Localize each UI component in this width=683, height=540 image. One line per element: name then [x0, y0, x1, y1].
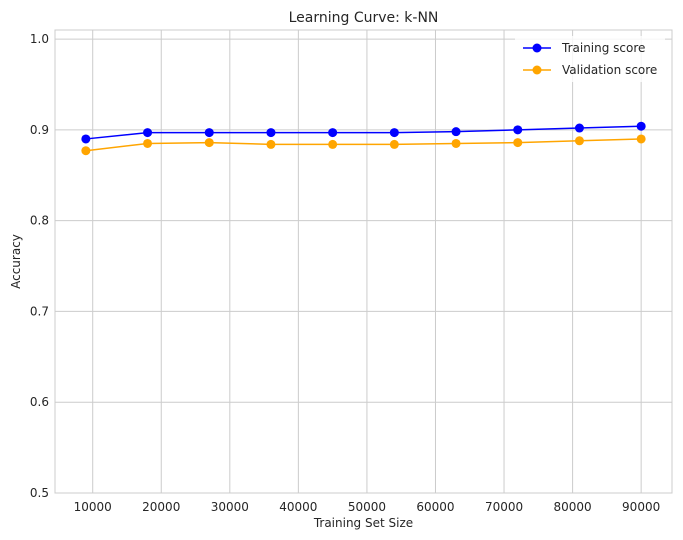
data-point	[143, 138, 153, 148]
legend: Training score Validation score	[515, 36, 665, 82]
data-point	[513, 125, 523, 135]
data-point	[574, 123, 584, 133]
series-line-0	[85, 125, 642, 140]
data-point	[389, 128, 399, 138]
y-axis-label: Accuracy	[9, 234, 23, 289]
series-group	[81, 121, 646, 156]
x-tick-label: 40000	[279, 500, 317, 514]
legend-label-training: Training score	[561, 41, 645, 55]
y-tick-label: 0.9	[30, 123, 49, 137]
plot-area	[55, 30, 672, 493]
y-tick-label: 0.7	[30, 304, 49, 318]
y-tick-label: 1.0	[30, 32, 49, 46]
data-point	[513, 138, 523, 148]
tick-labels: 10000 20000 30000 40000 50000 60000 70000 80000…	[30, 32, 660, 514]
y-tick-label: 0.5	[30, 486, 49, 500]
data-point	[266, 139, 276, 149]
axes-frame	[54, 29, 673, 494]
data-point	[636, 134, 646, 144]
legend-marker-validation	[532, 65, 542, 75]
y-tick-label: 0.6	[30, 395, 49, 409]
x-tick-label: 30000	[211, 500, 249, 514]
x-tick-label: 70000	[485, 500, 523, 514]
series-line-1	[85, 138, 642, 152]
x-tick-label: 20000	[142, 500, 180, 514]
x-tick-label: 10000	[74, 500, 112, 514]
data-point	[574, 136, 584, 146]
data-point	[266, 128, 276, 138]
data-point	[81, 134, 91, 144]
data-point	[636, 121, 646, 131]
data-point	[143, 128, 153, 138]
x-tick-label: 90000	[622, 500, 660, 514]
grid	[55, 30, 672, 494]
x-tick-label: 80000	[554, 500, 592, 514]
legend-label-validation: Validation score	[562, 63, 657, 77]
x-tick-label: 50000	[348, 500, 386, 514]
data-point	[451, 138, 461, 148]
data-point	[204, 138, 214, 148]
data-point	[328, 128, 338, 138]
data-point	[389, 139, 399, 149]
chart-title: Learning Curve: k-NN	[289, 10, 439, 26]
data-point	[451, 127, 461, 137]
data-point	[81, 146, 91, 156]
y-tick-label: 0.8	[30, 214, 49, 228]
data-point	[328, 139, 338, 149]
x-axis-label: Training Set Size	[313, 516, 413, 530]
legend-marker-training	[532, 43, 542, 53]
x-tick-label: 60000	[416, 500, 454, 514]
data-point	[204, 128, 214, 138]
